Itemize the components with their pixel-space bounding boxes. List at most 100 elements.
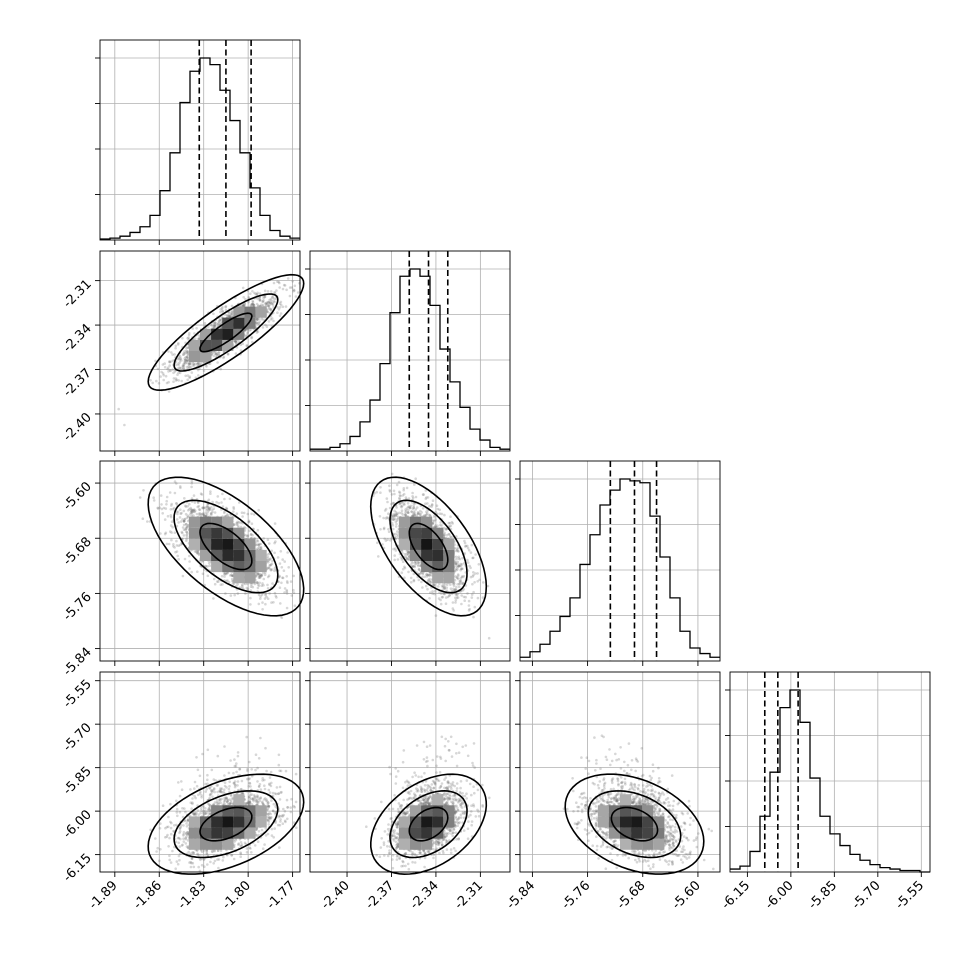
sample-point	[221, 306, 224, 309]
sample-point	[187, 363, 191, 366]
sample-point	[224, 305, 228, 308]
histogram-panel-2	[305, 250, 511, 456]
sample-point	[174, 379, 178, 382]
sample-point	[400, 505, 403, 509]
sample-point	[247, 296, 250, 299]
sample-point	[278, 306, 282, 309]
density-cell	[211, 339, 223, 351]
sample-point	[173, 531, 177, 534]
sample-point	[246, 344, 249, 348]
sample-point	[209, 490, 212, 493]
sample-point	[226, 353, 230, 356]
sample-point	[290, 594, 294, 597]
sample-point	[234, 341, 238, 345]
sample-point	[466, 592, 469, 595]
sample-point	[243, 302, 246, 306]
sample-point	[249, 292, 252, 296]
sample-point	[196, 362, 199, 366]
contour-2	[173, 293, 279, 372]
sample-point	[259, 597, 262, 600]
density-cell	[233, 538, 245, 550]
sample-point	[190, 497, 194, 500]
sample-point	[393, 512, 396, 516]
density-cell	[244, 317, 256, 329]
sample-point	[258, 299, 262, 302]
sample-point	[261, 303, 265, 307]
sample-point	[190, 570, 193, 574]
sample-point	[291, 280, 295, 283]
sample-point	[267, 304, 271, 308]
sample-point	[286, 551, 289, 554]
sample-point	[449, 515, 452, 518]
sample-point	[256, 291, 259, 295]
sample-point	[460, 602, 463, 606]
sample-point	[268, 301, 272, 305]
sample-point	[252, 303, 256, 307]
sample-point	[182, 353, 185, 357]
sample-point	[183, 361, 186, 364]
density-cell	[222, 549, 234, 561]
sample-point	[268, 307, 271, 311]
sample-point	[255, 321, 258, 325]
y-tick-label: -2.40	[60, 410, 94, 444]
sample-point	[421, 573, 425, 576]
sample-point	[164, 374, 168, 378]
sample-point	[196, 570, 199, 573]
sample-point	[165, 499, 168, 503]
sample-point	[395, 522, 398, 526]
sample-point	[398, 497, 402, 501]
sample-point	[476, 580, 480, 583]
sample-point	[211, 351, 214, 355]
sample-point	[219, 367, 222, 371]
sample-point	[387, 528, 390, 531]
sample-point	[192, 362, 195, 366]
sample-point	[249, 328, 253, 331]
sample-point	[433, 589, 437, 593]
sample-point	[203, 506, 206, 510]
sample-point	[184, 523, 188, 526]
sample-point	[156, 507, 160, 510]
sample-point	[396, 558, 400, 561]
sample-point	[172, 380, 175, 384]
sample-point	[232, 510, 235, 513]
density-cell	[222, 328, 234, 340]
sample-point	[379, 491, 382, 495]
sample-point	[167, 370, 170, 373]
sample-point	[167, 350, 170, 353]
sample-point	[273, 541, 276, 545]
sample-point	[165, 542, 169, 546]
sample-point	[434, 614, 438, 617]
sample-point	[215, 500, 218, 504]
sample-point	[460, 575, 464, 578]
sample-point	[215, 352, 218, 356]
sample-point	[169, 360, 172, 364]
sample-point	[176, 343, 180, 346]
sample-point	[249, 532, 253, 536]
sample-point	[224, 592, 227, 595]
sample-point	[159, 494, 163, 497]
sample-point	[178, 357, 182, 360]
sample-point	[246, 330, 250, 334]
sample-point	[406, 502, 410, 505]
sample-point	[241, 342, 244, 346]
sample-point	[255, 321, 258, 325]
sample-point	[191, 510, 194, 514]
sample-point	[218, 318, 222, 322]
sample-point	[173, 480, 177, 483]
sample-point	[423, 575, 427, 579]
density-cell	[222, 538, 234, 550]
sample-point	[424, 497, 428, 501]
sample-point	[268, 298, 271, 302]
sample-point	[278, 302, 282, 305]
sample-point	[174, 346, 177, 350]
sample-point	[226, 579, 229, 582]
sample-point	[474, 572, 477, 575]
sample-point	[192, 494, 196, 497]
sample-point	[266, 290, 270, 293]
sample-point	[410, 581, 413, 584]
sample-point	[184, 356, 187, 359]
sample-point	[269, 297, 273, 301]
sample-point	[471, 575, 475, 578]
sample-point	[242, 304, 245, 307]
sample-point	[182, 365, 186, 368]
